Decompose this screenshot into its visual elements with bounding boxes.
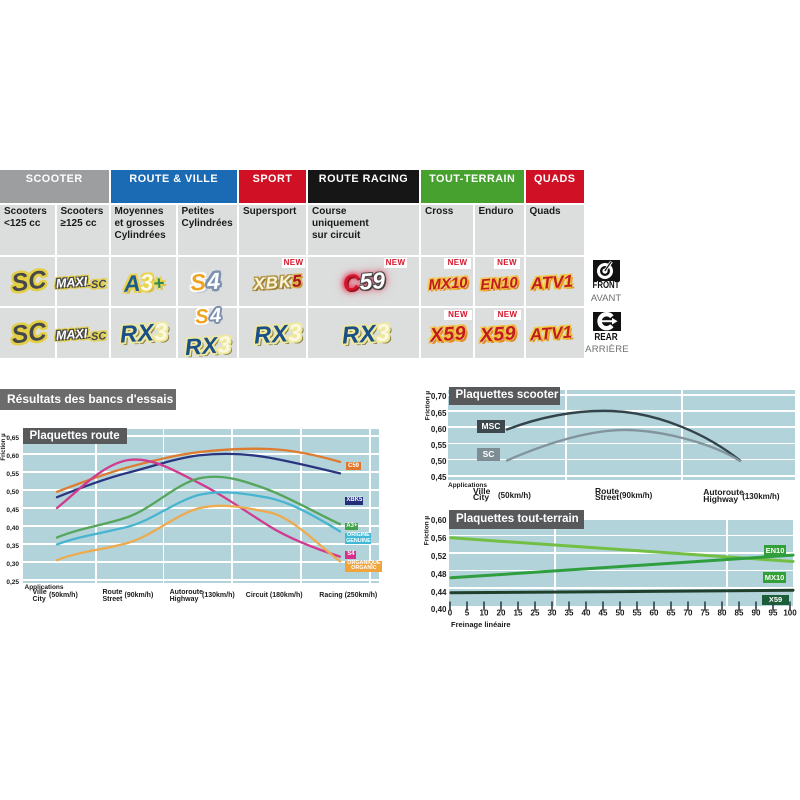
svg-text:35: 35 <box>565 609 574 618</box>
svg-text:100: 100 <box>783 609 797 618</box>
svg-text:55: 55 <box>633 609 642 618</box>
svg-text:20: 20 <box>497 609 506 618</box>
svg-text:85: 85 <box>735 609 744 618</box>
svg-text:60: 60 <box>650 609 659 618</box>
svg-text:0: 0 <box>448 609 453 618</box>
svg-text:15: 15 <box>514 609 523 618</box>
svg-text:70: 70 <box>684 609 693 618</box>
svg-text:10: 10 <box>480 609 489 618</box>
svg-text:5: 5 <box>465 609 470 618</box>
svg-text:80: 80 <box>718 609 727 618</box>
svg-text:65: 65 <box>667 609 676 618</box>
svg-text:50: 50 <box>616 609 625 618</box>
svg-text:45: 45 <box>599 609 608 618</box>
svg-text:75: 75 <box>701 609 710 618</box>
svg-text:90: 90 <box>752 609 761 618</box>
svg-text:25: 25 <box>531 609 540 618</box>
svg-text:30: 30 <box>548 609 557 618</box>
svg-text:40: 40 <box>582 609 591 618</box>
svg-text:95: 95 <box>769 609 778 618</box>
